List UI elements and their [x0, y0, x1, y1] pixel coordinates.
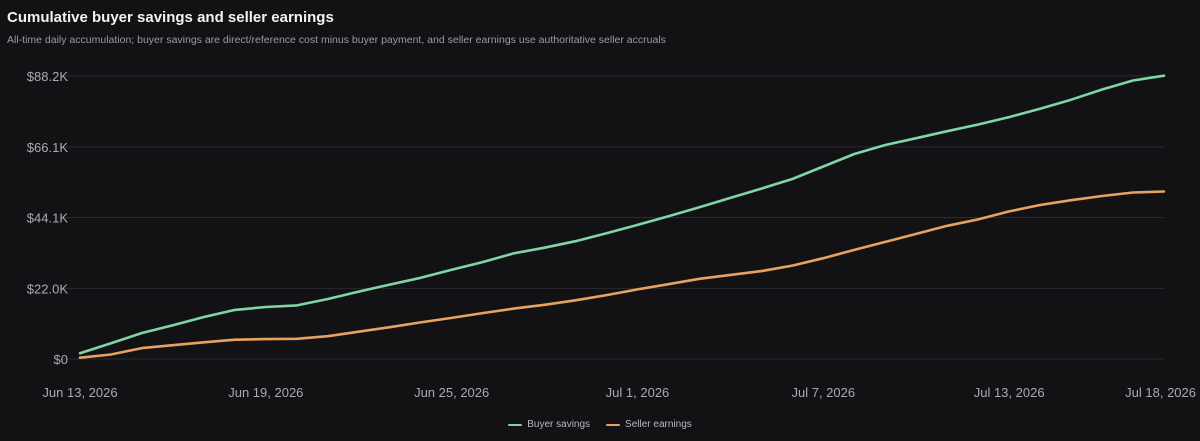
x-tick-label: Jul 1, 2026 — [606, 385, 670, 400]
y-tick-label: $66.1K — [27, 140, 69, 155]
x-tick-label: Jul 13, 2026 — [974, 385, 1045, 400]
y-tick-label: $88.2K — [27, 69, 69, 84]
y-tick-label: $22.0K — [27, 281, 69, 296]
legend-label-buyer-savings: Buyer savings — [527, 419, 591, 430]
x-tick-label: Jul 18, 2026 — [1125, 385, 1196, 400]
legend-label-seller-earnings: Seller earnings — [625, 419, 692, 430]
y-tick-label: $44.1K — [27, 211, 69, 226]
x-tick-label: Jun 19, 2026 — [228, 385, 303, 400]
y-tick-label: $0 — [54, 352, 68, 367]
chart-subtitle: All-time daily accumulation; buyer savin… — [7, 34, 666, 46]
legend-swatch-seller-earnings — [606, 423, 621, 426]
chart-title: Cumulative buyer savings and seller earn… — [7, 9, 334, 26]
grid-layer — [60, 75, 1164, 360]
series-line-buyer-savings[interactable] — [78, 74, 1166, 355]
legend-swatch-buyer-savings — [508, 423, 523, 426]
series-layer — [78, 74, 1166, 360]
legend-item-buyer-savings[interactable]: Buyer savings — [508, 419, 590, 430]
y-axis: $0 $22.0K $44.1K $66.1K $88.2K — [27, 69, 69, 367]
legend-item-seller-earnings[interactable]: Seller earnings — [606, 419, 692, 430]
x-tick-label: Jun 13, 2026 — [42, 385, 117, 400]
x-tick-label: Jun 25, 2026 — [414, 385, 489, 400]
series-line-seller-earnings[interactable] — [78, 190, 1166, 360]
x-axis: Jun 13, 2026 Jun 19, 2026 Jun 25, 2026 Jul … — [42, 385, 1196, 400]
x-tick-label: Jul 7, 2026 — [792, 385, 856, 400]
legend: Buyer savings Seller earnings — [0, 419, 1200, 430]
